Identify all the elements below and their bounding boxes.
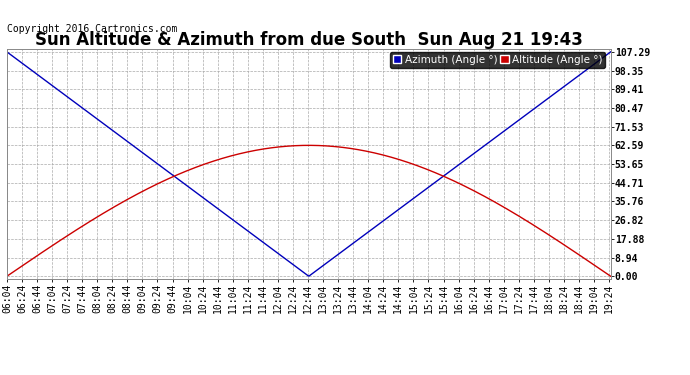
- Legend: Azimuth (Angle °), Altitude (Angle °): Azimuth (Angle °), Altitude (Angle °): [390, 52, 605, 68]
- Text: Copyright 2016 Cartronics.com: Copyright 2016 Cartronics.com: [7, 24, 177, 34]
- Title: Sun Altitude & Azimuth from due South  Sun Aug 21 19:43: Sun Altitude & Azimuth from due South Su…: [34, 31, 583, 49]
